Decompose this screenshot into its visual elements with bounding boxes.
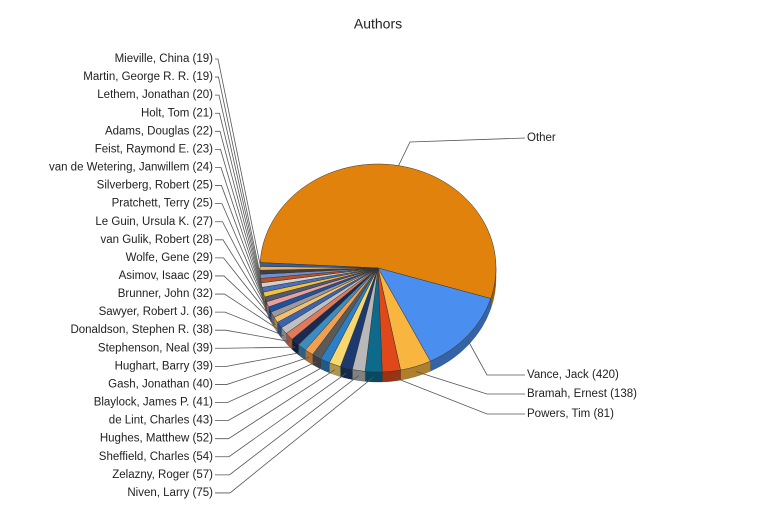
- chart-title: Authors: [354, 16, 402, 32]
- slice-label: Holt, Tom (21): [141, 107, 213, 119]
- leader-line: [215, 203, 266, 305]
- slice-label: Wolfe, Gene (29): [126, 252, 214, 264]
- leader-line: [215, 356, 309, 385]
- slice-label: de Lint, Charles (43): [109, 415, 213, 427]
- leader-line: [215, 239, 271, 315]
- slice-label: Bramah, Ernest (138): [527, 388, 637, 400]
- leader-line: [215, 185, 265, 300]
- slice-label: Feist, Raymond E. (23): [95, 143, 213, 155]
- slice-label: Pratchett, Terry (25): [112, 198, 214, 210]
- leader-line: [215, 76, 261, 274]
- slice: [259, 262, 379, 269]
- slice-label: Martin, George R. R. (19): [83, 71, 213, 83]
- slice-label: Silverberg, Robert (25): [97, 180, 213, 192]
- slice-label: Donaldson, Stephen R. (38): [70, 324, 213, 336]
- slice-label: Asimov, Isaac (29): [119, 270, 214, 282]
- slice: [259, 163, 497, 299]
- leader-line: [467, 340, 525, 376]
- slice-label: Zelazny, Roger (57): [112, 469, 213, 481]
- leader-line: [215, 275, 276, 326]
- leader-line: [215, 372, 347, 458]
- leader-line: [215, 369, 336, 440]
- leader-line: [215, 58, 261, 265]
- leader-line: [215, 293, 280, 331]
- leader-line: [215, 329, 290, 342]
- slice-label: Vance, Jack (420): [527, 369, 619, 381]
- pie-labels: Other Vance, Jack (420) Bramah, Ernest (13…: [49, 53, 637, 499]
- slice-label: Gash, Jonathan (40): [108, 378, 213, 390]
- slice-label: Le Guin, Ursula K. (27): [95, 216, 213, 228]
- slice-label: Brunner, John (32): [118, 288, 213, 300]
- leader-line: [215, 361, 317, 403]
- slice-label: Sheffield, Charles (54): [99, 451, 213, 463]
- leader-line: [215, 375, 359, 476]
- slice-label: Hughes, Matthew (52): [100, 433, 213, 445]
- leader-line: [215, 257, 273, 320]
- leader-line: [398, 137, 526, 166]
- leader-line: [215, 130, 262, 286]
- slice-label: Hughart, Barry (39): [115, 360, 214, 372]
- leader-line: [215, 167, 263, 295]
- leader-line: [215, 376, 374, 494]
- slice-label: van de Wetering, Janwillem (24): [49, 162, 213, 174]
- leader-line: [391, 375, 525, 415]
- leader-line: [215, 112, 261, 282]
- slice-label: Stephenson, Neal (39): [98, 342, 213, 354]
- leader-line: [215, 311, 284, 337]
- slice: [377, 267, 492, 362]
- slice-label: Mieville, China (19): [115, 53, 214, 65]
- leader-line: [415, 371, 525, 395]
- leader-line: [215, 351, 302, 367]
- slice-label: Sawyer, Robert J. (36): [99, 306, 214, 318]
- pie-tops: [259, 163, 497, 373]
- slice-label: Powers, Tim (81): [527, 408, 614, 420]
- leader-line: [215, 365, 326, 422]
- slice-label: Niven, Larry (75): [127, 487, 213, 499]
- leader-line: [215, 94, 261, 278]
- slice-label: van Gulik, Robert (28): [101, 234, 214, 246]
- leader-line: [215, 346, 296, 349]
- leader-line: [215, 148, 262, 291]
- slice-label: Lethem, Jonathan (20): [97, 89, 213, 101]
- leader-line: [215, 221, 268, 310]
- slice-label: Other: [527, 132, 556, 144]
- slice-label: Blaylock, James P. (41): [94, 397, 213, 409]
- slice-label: Adams, Douglas (22): [105, 125, 213, 137]
- slice-side: [364, 371, 383, 383]
